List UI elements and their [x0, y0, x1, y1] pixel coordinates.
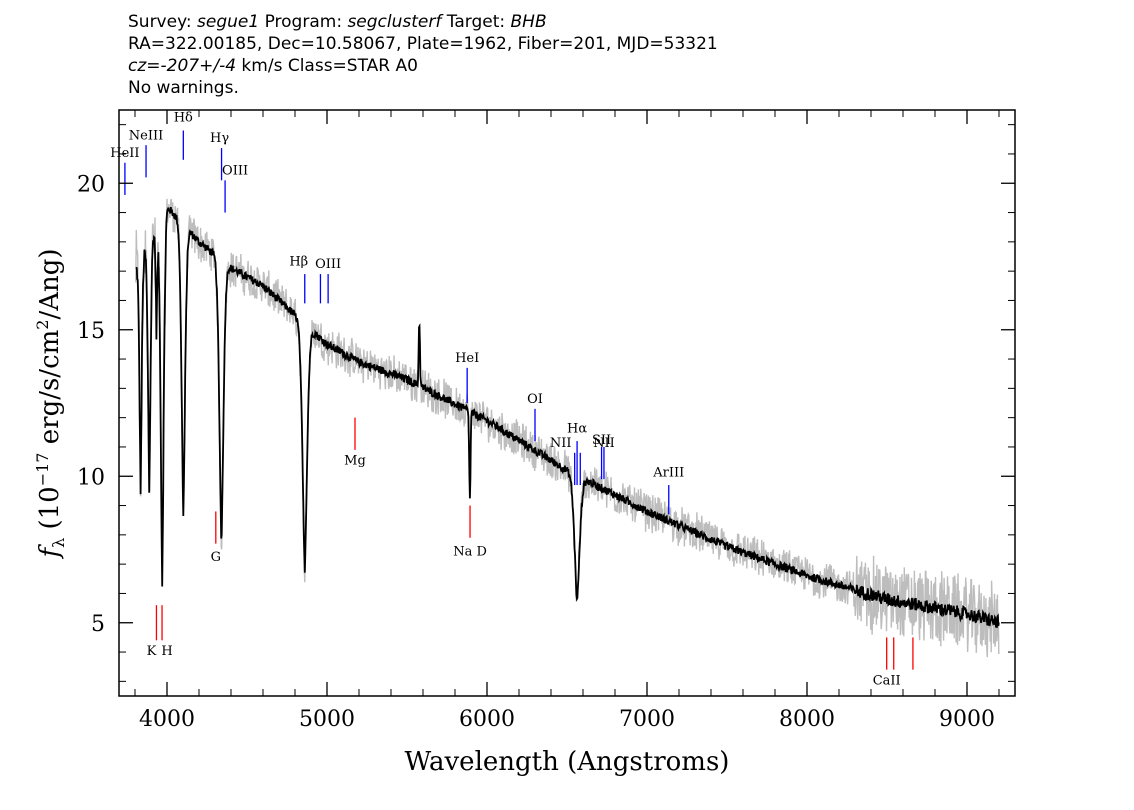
cz-unit: km/s Class=STAR A0: [236, 56, 418, 76]
line-label-14: NII: [593, 436, 615, 451]
line-label-1: NeIII: [129, 128, 163, 143]
header-line-warnings: No warnings.: [128, 78, 239, 98]
y-axis-exp: −17: [33, 453, 52, 487]
plot-frame: [118, 109, 1016, 697]
survey-label: Survey:: [128, 12, 198, 32]
y-axis-open: (10: [35, 486, 65, 538]
x-tick-label-1: 5000: [299, 707, 355, 732]
line-label-8: HeI: [455, 351, 479, 366]
x-tick-label-0: 4000: [139, 707, 195, 732]
noise-line: [135, 198, 1000, 658]
program-label: Program:: [259, 12, 348, 32]
x-tick-label-2: 6000: [459, 707, 515, 732]
line-label-4: OIII: [222, 163, 248, 178]
survey-value: segue1: [197, 12, 260, 32]
x-tick-label-3: 7000: [619, 707, 675, 732]
line-label-5: Hβ: [289, 254, 308, 269]
plot-header: Survey: segue1 Program: segclusterf Targ…: [128, 11, 718, 99]
line-label-13: SII: [592, 433, 611, 448]
line-label-16: K: [147, 644, 157, 659]
header-line-coords: RA=322.00185, Dec=10.58067, Plate=1962, …: [128, 34, 718, 54]
noise-band: [135, 198, 1000, 658]
line-label-19: Mg: [344, 454, 366, 469]
x-tick-label-4: 8000: [779, 707, 835, 732]
y-axis-mid: erg/s/cm: [35, 330, 65, 453]
line-label-17: H: [161, 644, 172, 659]
line-label-15: ArIII: [652, 465, 684, 480]
y-tick-label-2: 15: [77, 319, 105, 344]
line-label-0: HeII: [110, 146, 139, 161]
y-axis-exp2: 2: [33, 320, 52, 330]
cz-value: -207+/-4: [160, 56, 237, 76]
y-axis-close: /Ang): [35, 248, 65, 319]
line-label-18: G: [211, 550, 221, 565]
x-tick-label-5: 9000: [939, 707, 995, 732]
line-label-2: Hδ: [174, 111, 193, 126]
y-axis-sub: λ: [49, 538, 68, 548]
axes: 4000 5000 6000 7000 8000 9000 5 10 15 20: [77, 110, 1015, 732]
target-label: Target:: [441, 12, 511, 32]
spectrum-line: [135, 206, 1000, 628]
target-value: BHB: [510, 12, 547, 32]
line-label-7: OIII: [315, 257, 341, 272]
y-tick-label-3: 20: [77, 172, 105, 197]
cz-label: cz=: [128, 56, 161, 76]
line-label-21: CaII: [873, 673, 901, 688]
y-tick-label-1: 10: [77, 465, 105, 490]
header-line-redshift: cz=-207+/-4 km/s Class=STAR A0: [128, 55, 718, 77]
header-line-survey: Survey: segue1 Program: segclusterf Targ…: [128, 11, 718, 33]
line-label-11: Hα: [567, 421, 587, 436]
spectrum-series: [135, 206, 1000, 628]
line-label-20: Na D: [453, 544, 487, 559]
line-label-10: NII: [550, 436, 572, 451]
line-label-9: OI: [527, 392, 543, 407]
program-value: segclusterf: [347, 12, 442, 32]
x-axis-title: Wavelength (Angstroms): [405, 747, 730, 777]
line-label-3: Hγ: [210, 131, 229, 146]
y-axis-title: fλ (10−17 erg/s/cm2/Ang): [33, 248, 68, 559]
y-tick-label-0: 5: [91, 612, 105, 637]
